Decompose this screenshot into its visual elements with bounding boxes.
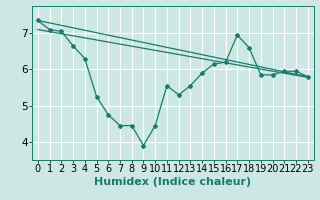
X-axis label: Humidex (Indice chaleur): Humidex (Indice chaleur) xyxy=(94,177,252,187)
